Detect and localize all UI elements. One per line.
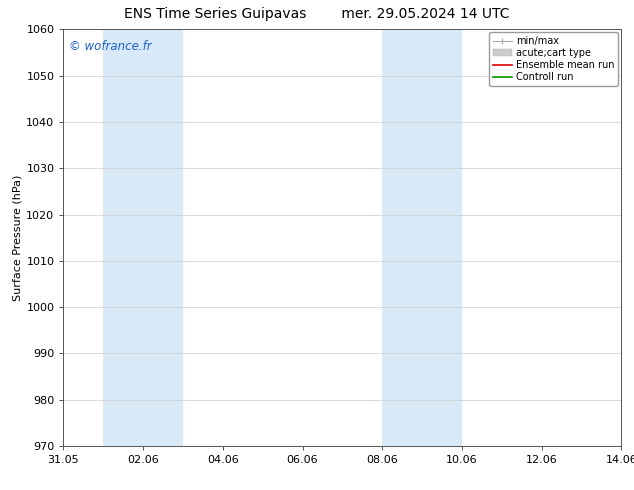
Text: ENS Time Series Guipavas        mer. 29.05.2024 14 UTC: ENS Time Series Guipavas mer. 29.05.2024… — [124, 7, 510, 22]
Bar — [103, 29, 183, 446]
Y-axis label: Surface Pressure (hPa): Surface Pressure (hPa) — [12, 174, 22, 301]
Text: © wofrance.fr: © wofrance.fr — [69, 40, 152, 53]
Legend: min/max, acute;cart type, Ensemble mean run, Controll run: min/max, acute;cart type, Ensemble mean … — [489, 32, 618, 86]
Bar — [382, 29, 462, 446]
